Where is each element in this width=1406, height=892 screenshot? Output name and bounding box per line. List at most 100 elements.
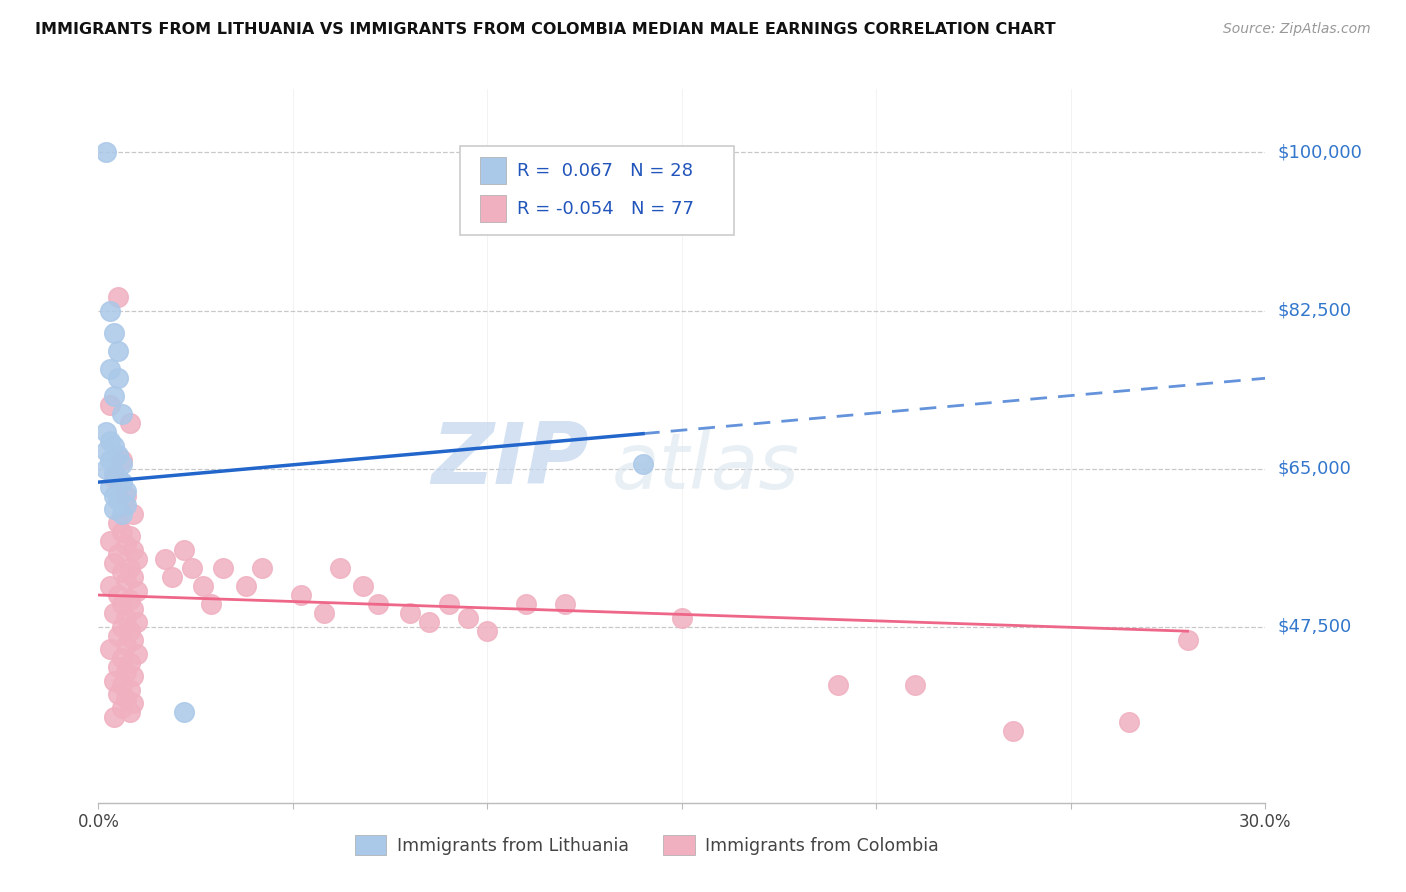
Point <box>671 610 693 624</box>
Point <box>107 588 129 602</box>
Point <box>118 682 141 697</box>
Point <box>367 597 389 611</box>
Point <box>457 610 479 624</box>
Point <box>1177 633 1199 648</box>
Point <box>122 633 145 648</box>
Point <box>250 561 273 575</box>
Point <box>118 656 141 670</box>
Point <box>98 642 121 657</box>
Point <box>96 461 118 475</box>
Point <box>173 542 195 557</box>
Point <box>631 457 654 471</box>
Point <box>1001 723 1024 738</box>
Point <box>329 561 352 575</box>
Point <box>103 439 125 453</box>
Point <box>111 620 134 634</box>
Point <box>127 647 149 661</box>
Point <box>114 610 136 624</box>
Point <box>114 574 136 589</box>
Point <box>111 524 134 539</box>
Point <box>904 678 927 692</box>
Text: atlas: atlas <box>612 429 800 506</box>
Point <box>107 290 129 304</box>
Point <box>127 615 149 629</box>
Point <box>107 516 129 530</box>
FancyBboxPatch shape <box>479 157 506 185</box>
Point <box>212 561 235 575</box>
Point <box>103 502 125 516</box>
Point <box>96 425 118 440</box>
Point <box>180 561 202 575</box>
Point <box>107 548 129 562</box>
Point <box>98 533 121 548</box>
Text: $65,000: $65,000 <box>1277 459 1351 477</box>
Point <box>103 710 125 724</box>
Text: $47,500: $47,500 <box>1277 617 1351 636</box>
Point <box>118 529 141 543</box>
Point <box>111 597 134 611</box>
Point <box>477 624 499 639</box>
Point <box>98 434 121 449</box>
Point <box>114 484 136 499</box>
Point <box>312 606 335 620</box>
Point <box>437 597 460 611</box>
Text: IMMIGRANTS FROM LITHUANIA VS IMMIGRANTS FROM COLOMBIA MEDIAN MALE EARNINGS CORRE: IMMIGRANTS FROM LITHUANIA VS IMMIGRANTS … <box>35 22 1056 37</box>
Text: R = -0.054   N = 77: R = -0.054 N = 77 <box>517 200 695 218</box>
Point <box>118 592 141 607</box>
Point <box>103 326 125 340</box>
Point <box>162 570 184 584</box>
Point <box>107 629 129 643</box>
Point <box>107 470 129 484</box>
Point <box>111 452 134 467</box>
Point <box>107 344 129 359</box>
Point <box>173 706 195 720</box>
Point <box>111 457 134 471</box>
Point <box>96 145 118 160</box>
FancyBboxPatch shape <box>479 195 506 222</box>
Point <box>153 552 176 566</box>
Point <box>98 452 121 467</box>
Point <box>103 470 125 484</box>
Point <box>114 538 136 552</box>
Point <box>103 489 125 503</box>
Point <box>200 597 222 611</box>
Point <box>193 579 215 593</box>
Point <box>103 389 125 403</box>
Point <box>111 408 134 422</box>
Point <box>127 552 149 566</box>
Point <box>827 678 849 692</box>
Point <box>98 362 121 376</box>
Text: Source: ZipAtlas.com: Source: ZipAtlas.com <box>1223 22 1371 37</box>
Point <box>1118 714 1140 729</box>
Point <box>111 566 134 580</box>
Text: R =  0.067   N = 28: R = 0.067 N = 28 <box>517 161 693 180</box>
Point <box>352 579 374 593</box>
Point <box>96 443 118 458</box>
Point <box>111 475 134 490</box>
Point <box>515 597 537 611</box>
Point <box>235 579 257 593</box>
Legend: Immigrants from Lithuania, Immigrants from Colombia: Immigrants from Lithuania, Immigrants fr… <box>349 828 946 862</box>
Point <box>122 601 145 615</box>
Point <box>122 570 145 584</box>
Point <box>122 697 145 711</box>
Text: $82,500: $82,500 <box>1277 301 1351 319</box>
Point <box>111 507 134 521</box>
Point <box>122 542 145 557</box>
Point <box>114 638 136 652</box>
Point <box>118 624 141 639</box>
Point <box>103 606 125 620</box>
Point <box>107 687 129 701</box>
Point <box>122 507 145 521</box>
Point <box>111 701 134 715</box>
Point <box>118 561 141 575</box>
Point <box>98 579 121 593</box>
Point <box>122 669 145 683</box>
Point <box>290 588 312 602</box>
Point <box>98 480 121 494</box>
Point <box>114 489 136 503</box>
Point <box>98 303 121 318</box>
Point <box>114 498 136 512</box>
Point <box>398 606 420 620</box>
Point <box>103 466 125 480</box>
